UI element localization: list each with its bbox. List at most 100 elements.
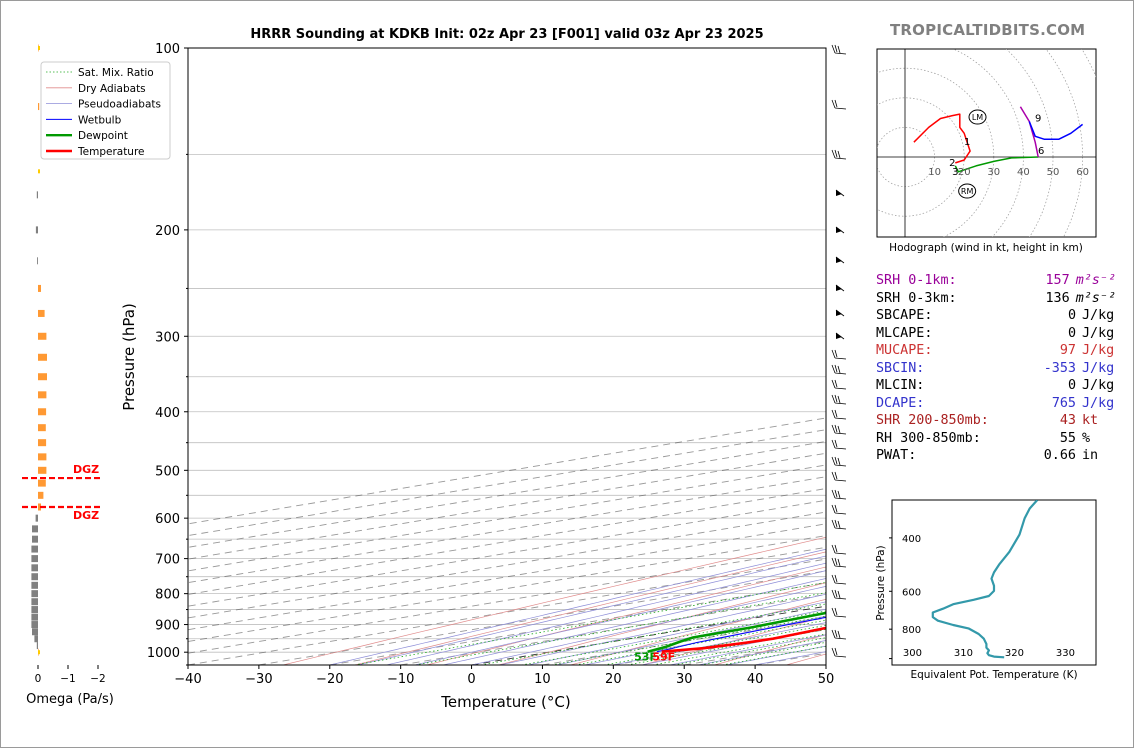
storm-motion-marker: [968, 109, 987, 125]
surface-temperature-label: 59F: [652, 651, 675, 664]
skewt-axes: −40 −30 −20 −10 0 10 20 30 40 50 100 200 300 400 500 60…: [147, 42, 834, 687]
wind-barb: [835, 189, 845, 197]
omega-bar: [37, 257, 38, 265]
omega-bar: [38, 284, 41, 292]
hodograph: 10 20 30 40 50 60 123 6 9 LM RM: [876, 48, 1097, 238]
isotherm: [188, 535, 826, 642]
omega-panel: DGZ DGZ 0 −1 −2: [22, 44, 106, 685]
stat-value: 157: [1045, 273, 1070, 288]
omega-bar: [31, 573, 38, 581]
omega-bar: [38, 46, 40, 50]
theta-e-profile: [931, 500, 1039, 659]
omega-bar: [38, 309, 45, 317]
y-tick-label: 700: [155, 553, 180, 568]
omega-bar: [38, 353, 47, 361]
omega-bar: [31, 555, 38, 563]
omega-x-tick-label: 0: [35, 673, 42, 685]
omega-bar: [32, 628, 38, 636]
stat-unit: J/kg: [1082, 308, 1115, 323]
theta-e-y-tick-label: 400: [902, 534, 921, 545]
isotherm: [188, 476, 826, 584]
wind-barb: [831, 149, 847, 160]
site-credit: TROPICALTIDBITS.COM: [890, 21, 1086, 39]
wind-barb: [835, 309, 845, 317]
moist-adiabat: [443, 578, 826, 665]
stat-row: SRH 0-1km: 157 m²s⁻²: [876, 272, 1116, 290]
dry-adiabat: [354, 551, 826, 665]
omega-bar: [31, 545, 38, 553]
stat-unit: J/kg: [1082, 378, 1115, 393]
stat-label: PWAT:: [876, 448, 917, 463]
stat-value: -353: [1043, 360, 1076, 376]
wind-barb: [831, 349, 847, 360]
wind-barb: [831, 557, 847, 568]
hodograph-height-label: 2: [949, 158, 955, 169]
omega-bar: [38, 424, 46, 432]
wind-barb: [831, 489, 847, 500]
mixing-ratio-line: [415, 592, 826, 665]
hodograph-height-label: 6: [1038, 146, 1044, 157]
stat-unit: J/kg: [1082, 343, 1115, 358]
stat-row: SHR 200-850mb: 43 kt: [876, 412, 1116, 430]
stat-row: RH 300-850mb: 55%: [876, 430, 1116, 448]
y-tick-label: 600: [155, 512, 180, 527]
wind-barb: [835, 332, 845, 340]
wind-barb: [835, 226, 845, 234]
stat-unit: m²s⁻²: [1075, 273, 1116, 288]
wind-barb: [835, 256, 845, 264]
moist-adiabat: [414, 570, 826, 665]
omega-bar: [38, 479, 46, 487]
moist-adiabat: [584, 615, 826, 665]
stat-value: 136: [1045, 290, 1070, 306]
stat-unit: kt: [1082, 413, 1099, 428]
wind-barb: [831, 544, 847, 555]
x-tick-label: 30: [676, 672, 693, 687]
wind-barb: [831, 99, 847, 110]
omega-bar: [32, 535, 38, 543]
hodograph-height-label: 3: [952, 167, 958, 178]
x-tick-label: −10: [387, 672, 414, 687]
omega-bar: [34, 635, 38, 643]
y-tick-label: 800: [155, 588, 180, 603]
omega-bar: [31, 581, 38, 589]
y-tick-label: 100: [155, 42, 180, 57]
stat-label: DCAPE:: [876, 395, 925, 411]
stat-value: 43: [1059, 413, 1076, 428]
moist-adiabat: [358, 555, 826, 665]
isotherm: [188, 488, 826, 595]
stat-label: MLCAPE:: [876, 325, 933, 341]
omega-bar: [38, 103, 40, 111]
hodograph-ring-label: 20: [958, 167, 971, 178]
omega-bar: [31, 606, 38, 614]
theta-e-panel: 300 310 320 330 400 600 800: [889, 499, 1097, 666]
dry-adiabat: [570, 598, 826, 665]
omega-bar: [38, 466, 47, 474]
omega-bar: [38, 408, 47, 416]
hodograph-segment: [954, 156, 1039, 173]
theta-e-x-tick-label: 310: [954, 648, 973, 659]
y-tick-label: 400: [155, 406, 180, 421]
y-tick-label: 500: [155, 464, 180, 479]
wind-barb: [831, 456, 847, 467]
theta-e-x-tick-label: 330: [1056, 648, 1075, 659]
theta-e-x-tick-label: 300: [903, 648, 922, 659]
wind-barb: [831, 504, 847, 515]
x-tick-label: −20: [316, 672, 343, 687]
skewt-background: 1246810131620243036: [188, 48, 826, 665]
omega-bar: [38, 332, 47, 340]
isotherm: [188, 499, 826, 607]
wind-barb: [831, 607, 847, 618]
hodograph-ring-label: 60: [1076, 167, 1089, 178]
stat-row: SBCAPE: 0 J/kg: [876, 307, 1116, 325]
stat-label: SRH 0-1km:: [876, 273, 957, 288]
moist-adiabat: [556, 608, 826, 665]
wind-barb: [831, 409, 847, 420]
isotherm: [188, 558, 826, 665]
hodograph-segment: [1019, 106, 1039, 158]
moist-adiabat: [528, 601, 826, 665]
legend-label: Dewpoint: [78, 130, 128, 142]
legend-label: Sat. Mix. Ratio: [78, 67, 154, 79]
stat-value: 765: [1051, 395, 1076, 411]
sounding-parameters: SRH 0-1km: 157 m²s⁻² SRH 0-3km: 136 m²s⁻² SBCA…: [876, 272, 1116, 465]
omega-bar: [31, 564, 38, 572]
